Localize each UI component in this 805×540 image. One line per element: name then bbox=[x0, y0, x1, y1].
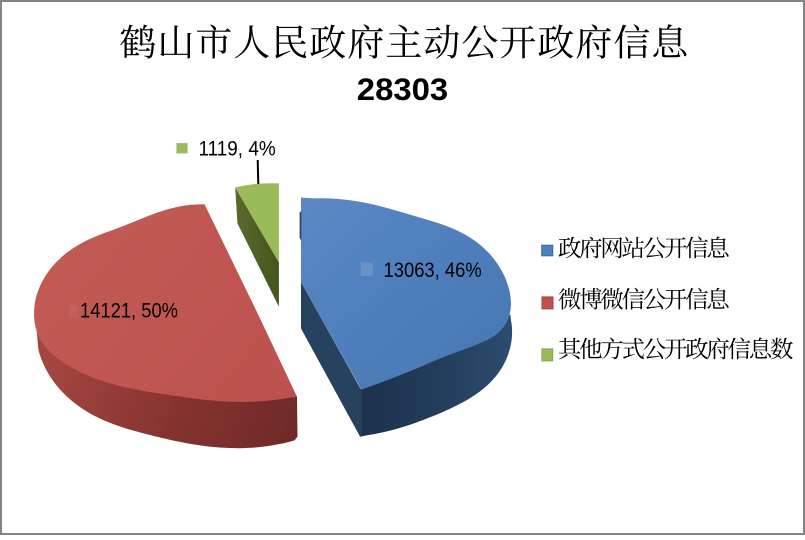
svg-text:14121, 50%: 14121, 50% bbox=[80, 300, 178, 323]
svg-text:1119, 4%: 1119, 4% bbox=[199, 138, 276, 161]
svg-text:13063, 46%: 13063, 46% bbox=[384, 259, 482, 282]
svg-text:28303: 28303 bbox=[357, 71, 448, 107]
